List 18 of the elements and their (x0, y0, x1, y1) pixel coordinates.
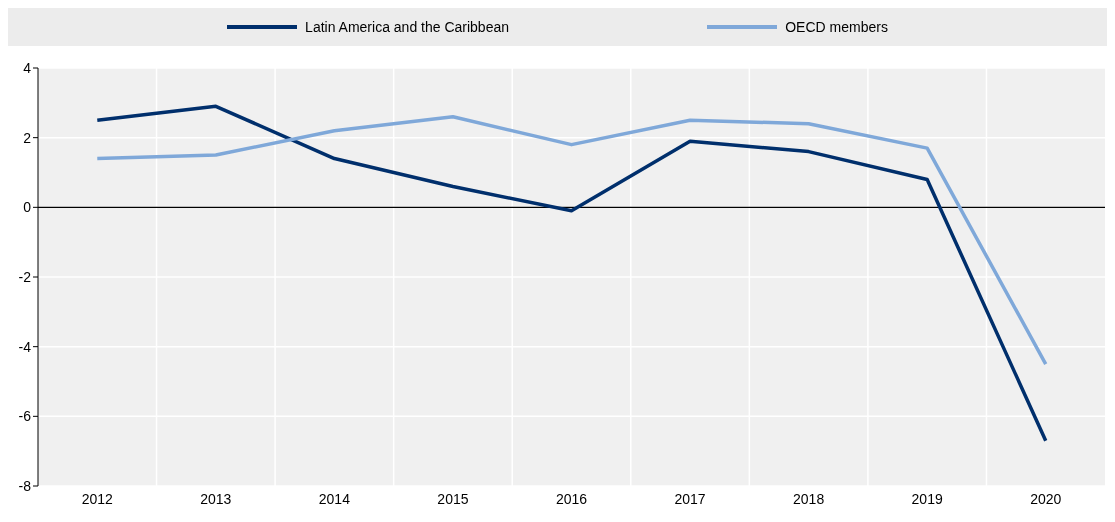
y-tick-label: 0 (23, 199, 32, 216)
y-tick-label: -2 (18, 268, 32, 285)
x-tick-label: 2012 (81, 490, 114, 507)
x-tick-label: 2013 (200, 490, 232, 507)
y-tick-label: -8 (18, 477, 32, 494)
y-tick-label: -4 (18, 338, 32, 355)
x-tick-label: 2018 (793, 490, 825, 507)
y-tick-label: -6 (18, 408, 32, 425)
x-tick-label: 2017 (674, 490, 706, 507)
x-tick-label: 2019 (911, 490, 943, 507)
x-tick-label: 2016 (555, 490, 588, 507)
y-tick-label: 2 (23, 129, 32, 146)
x-tick-label: 2014 (318, 490, 351, 507)
legend-label: Latin America and the Caribbean (305, 19, 510, 35)
x-tick-label: 2020 (1030, 490, 1062, 507)
x-tick-label: 2015 (437, 490, 469, 507)
legend-label: OECD members (785, 19, 888, 35)
y-tick-label: 4 (23, 59, 32, 76)
